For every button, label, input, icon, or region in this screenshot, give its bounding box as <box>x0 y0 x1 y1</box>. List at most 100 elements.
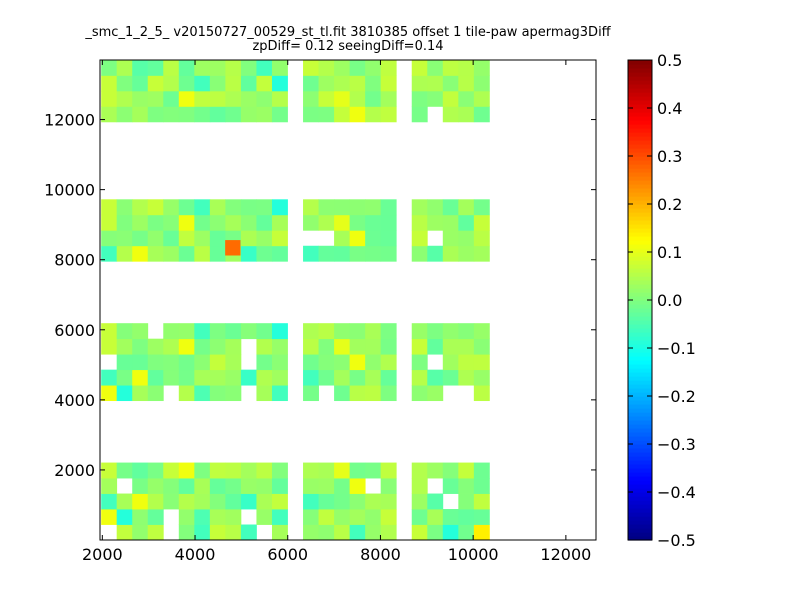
heatmap-cell <box>132 90 149 107</box>
heatmap-cell <box>163 354 180 371</box>
colorbar-segment <box>628 460 652 465</box>
colorbar-segment <box>628 140 652 145</box>
heatmap-cell <box>147 369 164 386</box>
colorbar-segment <box>628 288 652 293</box>
heatmap-cell <box>442 354 459 371</box>
colorbar-segment <box>628 156 652 161</box>
heatmap-cell <box>349 230 366 247</box>
heatmap-cell <box>318 462 335 479</box>
heatmap-cell <box>334 245 351 262</box>
heatmap-cell <box>256 493 273 510</box>
heatmap-cell <box>178 493 195 510</box>
heatmap-cell <box>473 106 490 123</box>
colorbar-segment <box>628 120 652 125</box>
heatmap-cell <box>365 369 382 386</box>
heatmap-cell <box>365 199 382 216</box>
y-tick-label: 2000 <box>54 461 95 480</box>
colorbar-segment <box>628 444 652 449</box>
heatmap-cell <box>256 106 273 123</box>
x-tick-label: 6000 <box>267 545 308 564</box>
colorbar-segment <box>628 496 652 501</box>
heatmap-cell <box>256 385 273 402</box>
colorbar-tick-label: 0.3 <box>657 147 682 166</box>
title-line-2: zpDiff= 0.12 seeingDiff=0.14 <box>252 39 444 54</box>
colorbar-segment <box>628 336 652 341</box>
heatmap-cell <box>271 323 288 340</box>
heatmap-cell <box>101 509 118 525</box>
heatmap-cell <box>318 214 335 231</box>
heatmap-cell <box>334 75 351 92</box>
colorbar-segment <box>628 108 652 113</box>
heatmap-cell <box>178 338 195 355</box>
colorbar-segment <box>628 456 652 461</box>
heatmap-cell <box>303 478 319 494</box>
heatmap-cell <box>365 214 382 231</box>
heatmap-cell <box>442 323 459 340</box>
heatmap-cell <box>349 338 366 355</box>
heatmap-cell <box>271 245 288 262</box>
colorbar-tick-label: 0.4 <box>657 99 682 118</box>
colorbar-segment <box>628 64 652 69</box>
heatmap-cell <box>365 462 382 479</box>
heatmap-cell <box>225 369 242 386</box>
heatmap-cell <box>132 323 149 340</box>
colorbar-segment <box>628 464 652 469</box>
heatmap-cell <box>365 509 382 525</box>
heatmap-cell <box>240 493 257 510</box>
heatmap-cell <box>209 199 226 216</box>
colorbar-segment <box>628 312 652 317</box>
heatmap-cell <box>256 369 273 386</box>
heatmap-cell <box>411 245 428 262</box>
heatmap-cells <box>101 60 490 541</box>
colorbar-segment <box>628 304 652 309</box>
heatmap-cell <box>473 369 490 386</box>
heatmap-cell <box>101 369 118 386</box>
heatmap-cell <box>427 323 444 340</box>
colorbar-segment <box>628 436 652 441</box>
heatmap-cell <box>318 90 335 107</box>
heatmap-cell <box>163 90 180 107</box>
heatmap-cell <box>349 245 366 262</box>
colorbar-segment <box>628 516 652 521</box>
heatmap-cell <box>240 524 257 541</box>
colorbar-segment <box>628 528 652 533</box>
heatmap-cell <box>256 60 273 76</box>
heatmap-cell <box>427 245 444 262</box>
heatmap-cell <box>132 338 149 355</box>
colorbar-segment <box>628 260 652 265</box>
colorbar-segment <box>628 84 652 89</box>
colorbar-segment <box>628 116 652 121</box>
heatmap-cell <box>163 60 180 76</box>
heatmap-cell <box>411 199 428 216</box>
heatmap-cell <box>427 524 444 541</box>
heatmap-cell <box>163 245 180 262</box>
heatmap-cell <box>380 369 397 386</box>
heatmap-cell <box>458 75 475 92</box>
heatmap-cell <box>225 106 242 123</box>
heatmap-cell <box>256 245 273 262</box>
colorbar-segment <box>628 188 652 193</box>
heatmap-cell <box>334 60 351 76</box>
heatmap-cell <box>318 106 335 123</box>
colorbar-segment <box>628 212 652 217</box>
heatmap-cell <box>209 90 226 107</box>
heatmap-cell <box>163 493 180 510</box>
heatmap-cell <box>380 462 397 479</box>
x-tick-label: 4000 <box>175 545 216 564</box>
colorbar-segment <box>628 236 652 241</box>
heatmap-cell <box>458 478 475 494</box>
heatmap-cell <box>225 478 242 494</box>
heatmap-cell <box>116 385 133 402</box>
heatmap-cell <box>225 338 242 355</box>
heatmap-cell <box>303 369 319 386</box>
heatmap-cell <box>225 524 242 541</box>
colorbar-tick-label: −0.2 <box>657 387 696 406</box>
heatmap-cell <box>473 90 490 107</box>
heatmap-cell <box>147 75 164 92</box>
heatmap-cell <box>194 230 211 247</box>
heatmap-cell <box>194 199 211 216</box>
colorbar-tick-label: −0.5 <box>657 531 696 550</box>
heatmap-cell <box>178 245 195 262</box>
heatmap-cell <box>334 354 351 371</box>
colorbar-segment <box>628 232 652 237</box>
